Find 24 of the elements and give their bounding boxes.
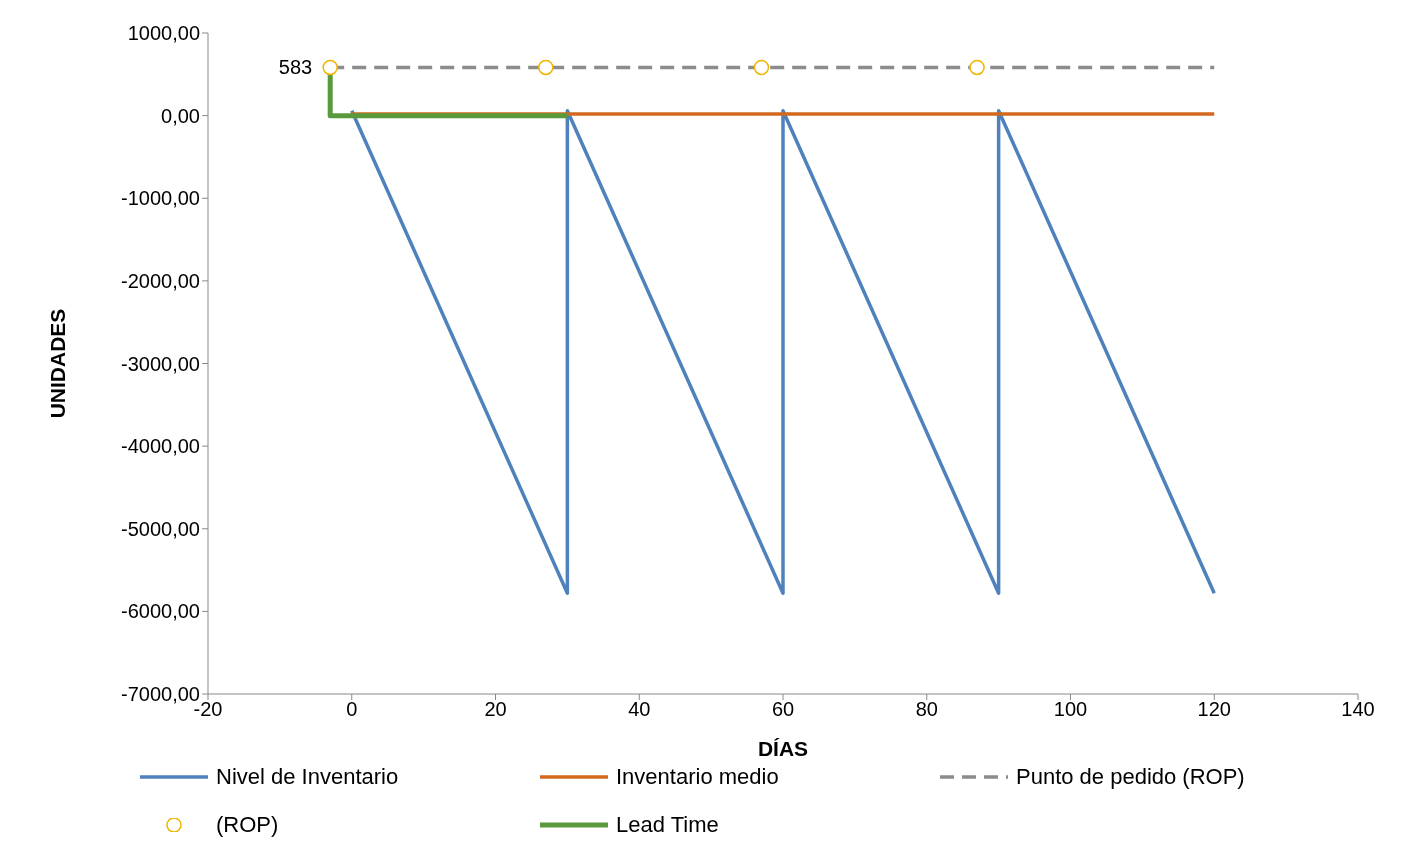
legend-label: Punto de pedido (ROP): [1016, 764, 1245, 790]
x-axis-title: DÍAS: [757, 737, 809, 760]
legend-label: (ROP): [216, 812, 279, 838]
annotation: 583: [278, 56, 313, 79]
y-axis-title: UNIDADES: [46, 308, 70, 419]
y-tick-label: -5000,00: [121, 517, 200, 540]
y-tick-label: -1000,00: [121, 187, 200, 210]
x-tick-label: 40: [628, 698, 651, 721]
x-tick-label: 120: [1197, 698, 1231, 721]
y-tick-label: -4000,00: [121, 435, 200, 458]
y-tick-label: 1000,00: [127, 22, 200, 45]
y-tick-label: -3000,00: [121, 352, 200, 375]
y-tick-label: -2000,00: [121, 269, 200, 292]
x-tick-label: 0: [346, 698, 358, 721]
legend-label: Lead Time: [616, 812, 719, 838]
y-tick-label: -6000,00: [121, 600, 200, 623]
x-tick-label: 80: [915, 698, 938, 721]
x-tick-label: 140: [1341, 698, 1375, 721]
x-tick-label: 20: [484, 698, 507, 721]
legend-label: Nivel de Inventario: [216, 764, 399, 790]
x-tick-label: 60: [771, 698, 795, 721]
y-tick-label: 0,00: [161, 104, 200, 127]
x-tick-label: 100: [1053, 698, 1088, 721]
legend-label: Inventario medio: [616, 764, 779, 790]
